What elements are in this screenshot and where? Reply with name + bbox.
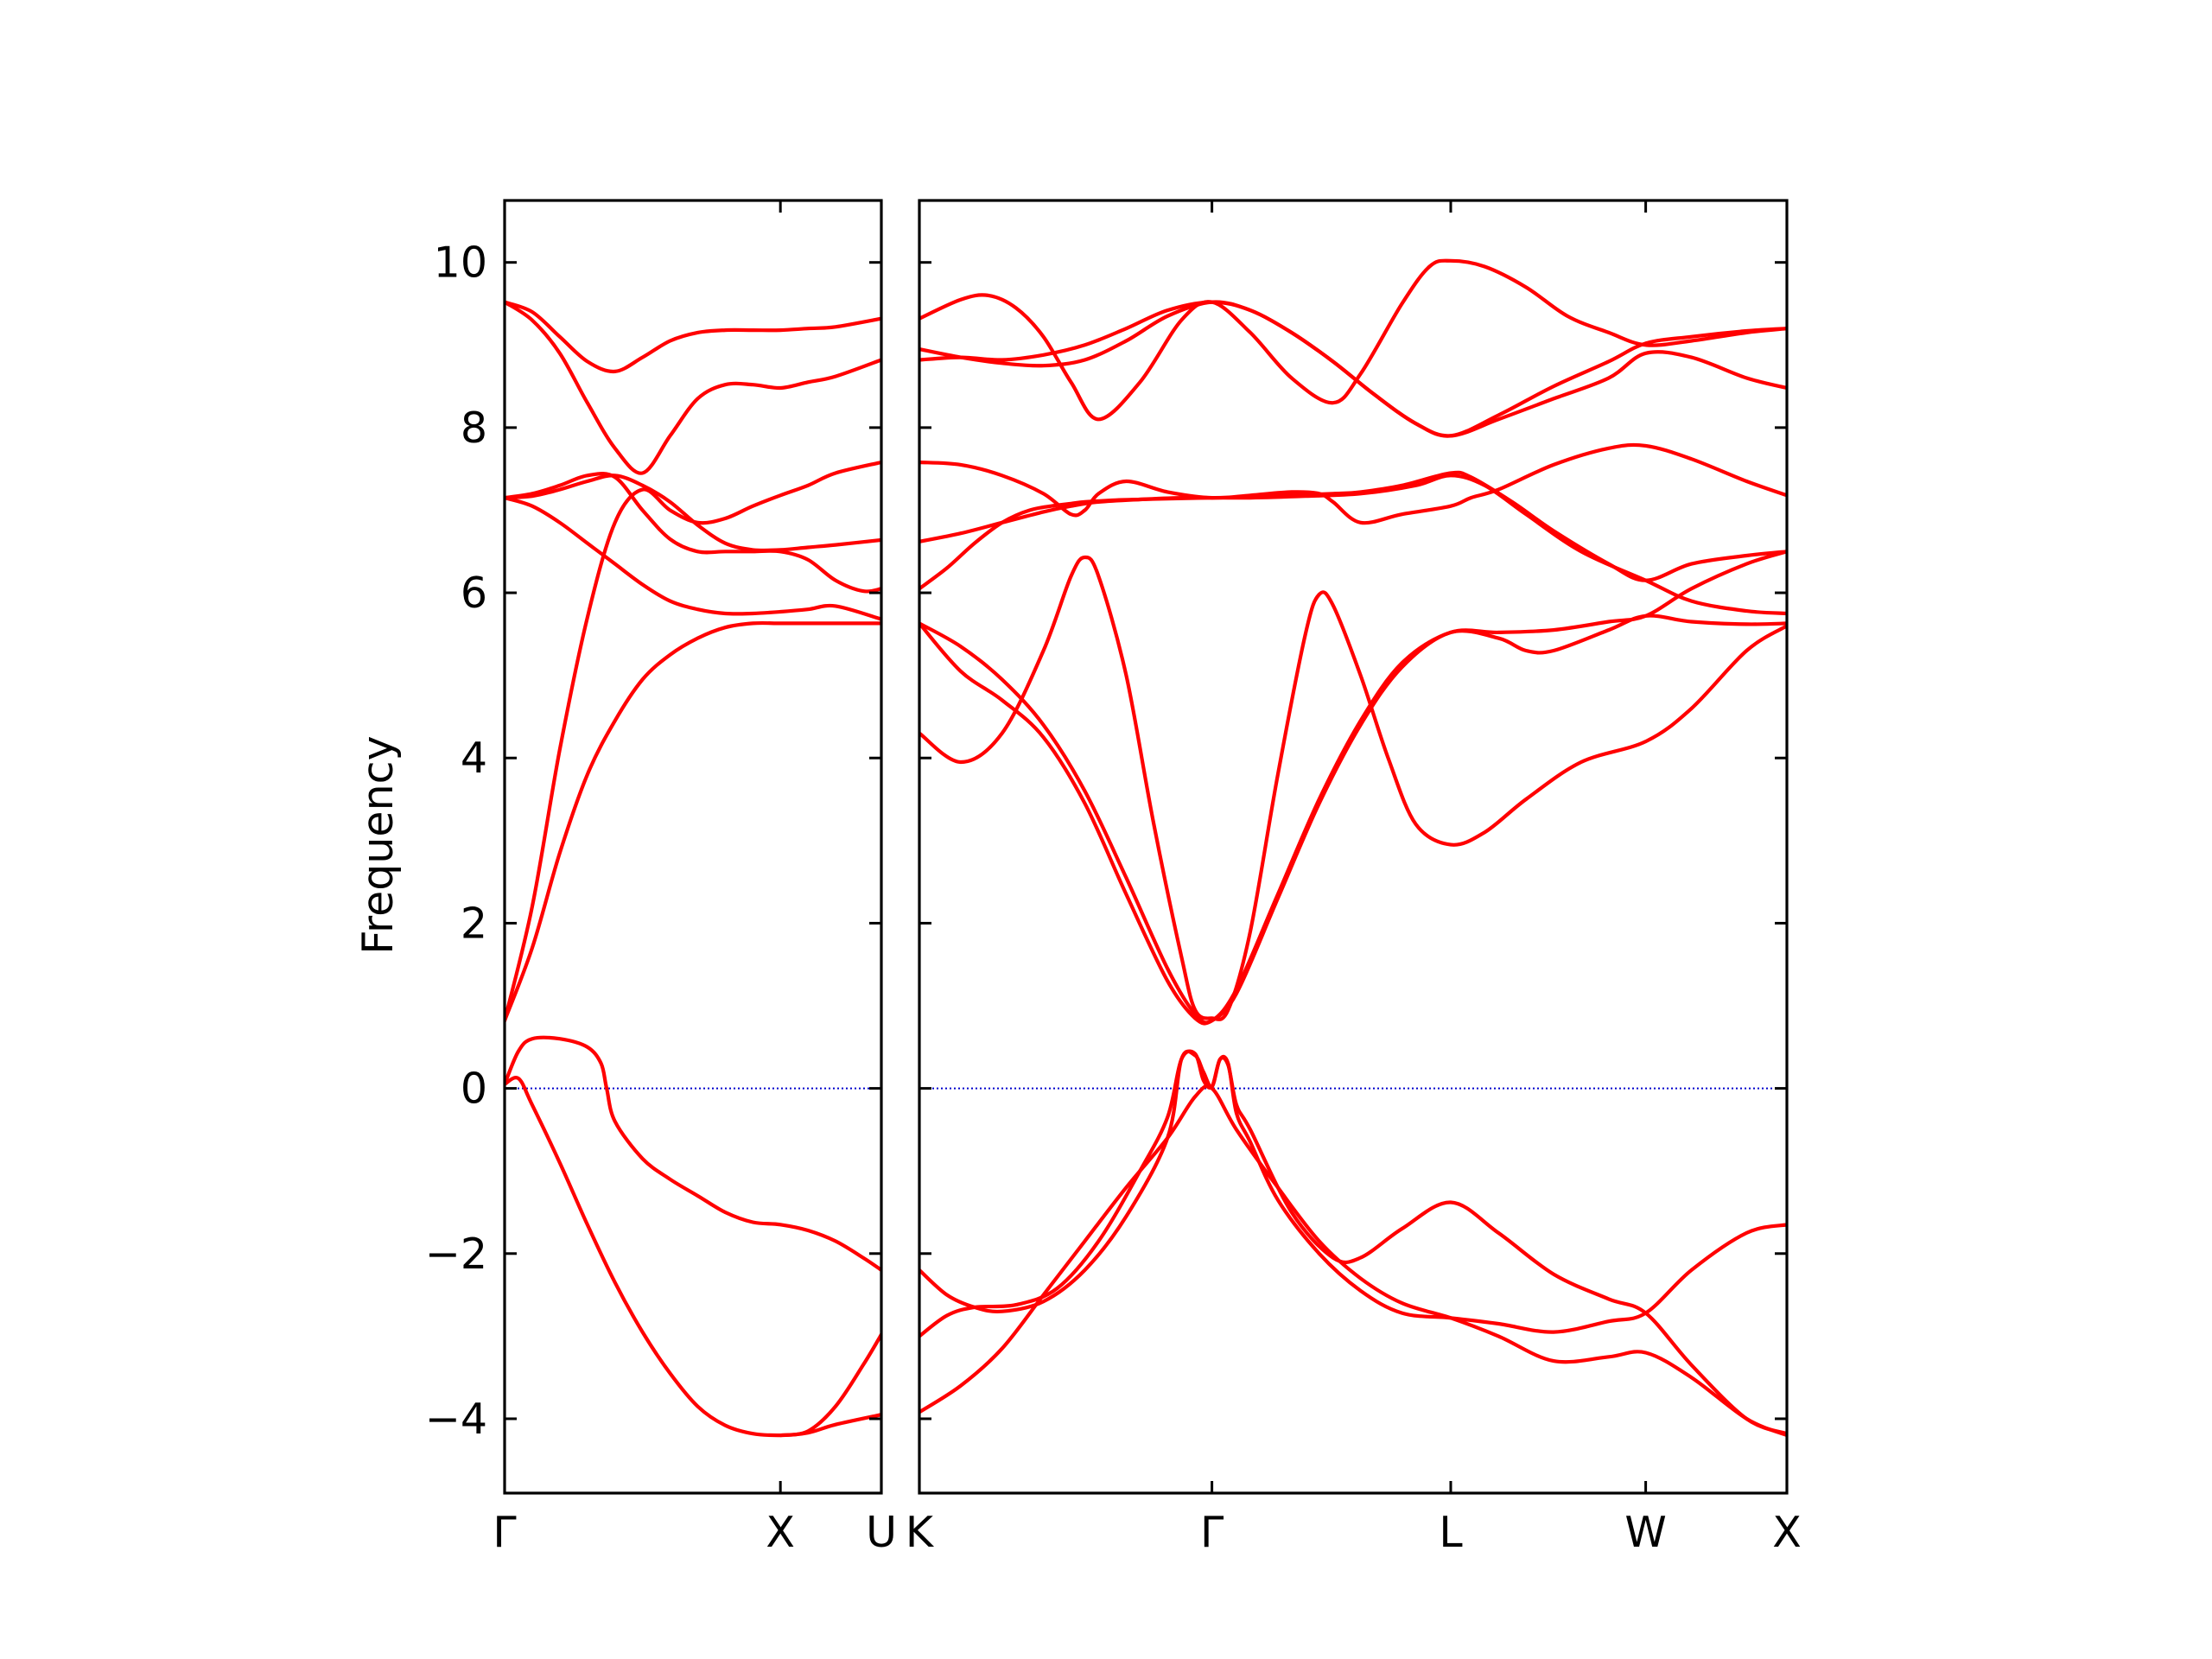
band-line-5	[505, 460, 881, 1023]
band-line-7	[505, 472, 881, 594]
x-tick-label: U	[866, 1508, 897, 1557]
x-tick-label: X	[766, 1508, 795, 1557]
x-tick-label: W	[1624, 1508, 1666, 1557]
band-line-3	[919, 300, 1787, 438]
x-tick-label: Γ	[1200, 1508, 1224, 1557]
band-line-1	[919, 258, 1787, 422]
band-line-10	[779, 1332, 881, 1438]
x-tick-label: X	[1772, 1508, 1802, 1557]
band-line-5	[919, 470, 1787, 582]
band-line-7	[919, 555, 1787, 1021]
x-tick-label: L	[1439, 1508, 1463, 1557]
band-line-8	[505, 1035, 881, 1272]
y-tick-label: 0	[461, 1065, 487, 1114]
band-line-6	[919, 474, 1787, 616]
band-line-3	[505, 474, 881, 553]
x-tick-label: K	[906, 1508, 935, 1557]
band-line-11	[919, 1049, 1787, 1436]
band-line-8	[919, 550, 1787, 1025]
y-tick-label: −4	[425, 1395, 487, 1444]
y-tick-label: 10	[434, 238, 487, 288]
panel-frame	[503, 199, 883, 1495]
y-tick-label: 4	[461, 734, 487, 783]
band-line-6	[505, 620, 881, 1023]
y-tick-label: 2	[461, 899, 487, 948]
band-line-9	[505, 1076, 881, 1438]
band-line-2	[919, 300, 1787, 438]
y-tick-label: 8	[461, 404, 487, 453]
plot-panels: −4 −2 0 2 4 6 8 10 Γ X U K Γ L W X	[425, 199, 1802, 1557]
y-axis-label: Frequency	[353, 735, 403, 954]
y-tick-label: 6	[461, 569, 487, 618]
band-line-12	[919, 1084, 1787, 1438]
panel-frame	[918, 199, 1789, 1495]
panel-plot-area	[919, 258, 1787, 1438]
band-line-1	[505, 300, 881, 374]
x-tick-label: Γ	[493, 1508, 517, 1557]
y-tick-label: −2	[425, 1230, 487, 1279]
band-line-2	[505, 300, 881, 475]
band-line-9	[919, 613, 1787, 1026]
panel-plot-area	[505, 300, 881, 1438]
panel-1: −4 −2 0 2 4 6 8 10 Γ X U	[425, 199, 897, 1557]
band-line-4	[505, 496, 881, 621]
